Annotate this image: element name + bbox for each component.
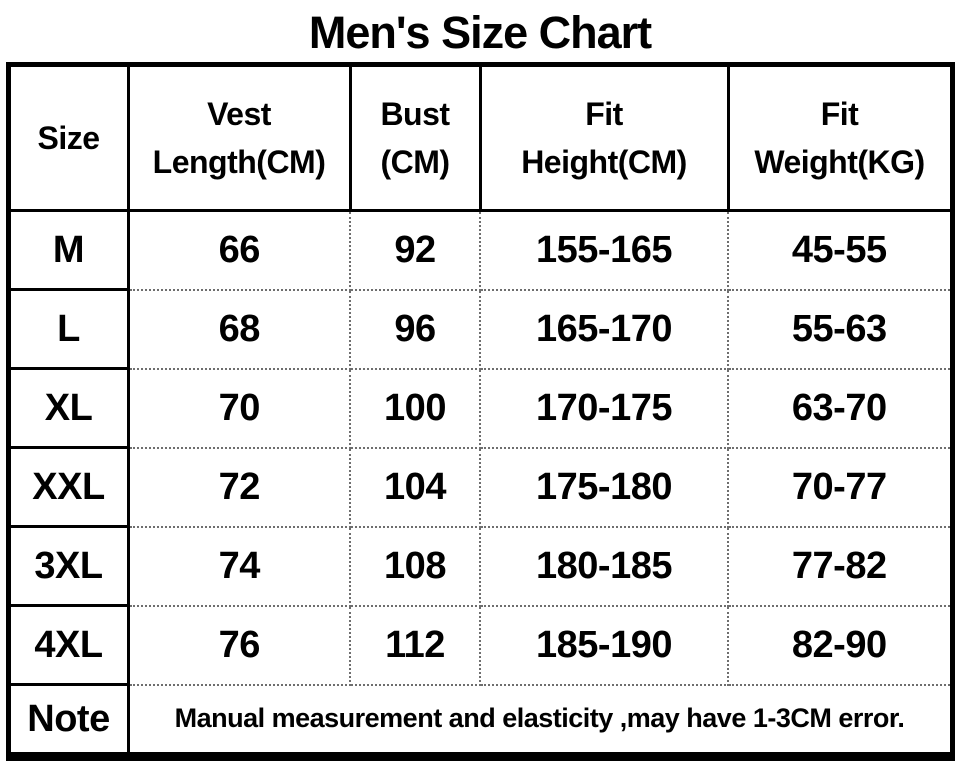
header-cell-vest-length: Vest Length(CM) bbox=[126, 63, 352, 212]
table-row: L 68 96 165-170 55-63 bbox=[6, 288, 953, 370]
header-label-bust-line1: Bust bbox=[380, 96, 450, 132]
vest-length-cell: 68 bbox=[127, 288, 351, 370]
size-cell: 4XL bbox=[6, 604, 130, 686]
header-cell-size: Size bbox=[6, 63, 130, 212]
vest-length-cell: 76 bbox=[127, 604, 351, 686]
fit-height-cell: 175-180 bbox=[479, 446, 729, 528]
table-row: XL 70 100 170-175 63-70 bbox=[6, 367, 953, 449]
bust-cell: 104 bbox=[349, 446, 481, 528]
bust-cell: 112 bbox=[349, 604, 481, 686]
size-cell: XXL bbox=[6, 446, 130, 528]
bust-cell: 100 bbox=[349, 367, 481, 449]
bust-cell: 96 bbox=[349, 288, 481, 370]
size-cell: M bbox=[6, 209, 130, 291]
vest-length-cell: 70 bbox=[127, 367, 351, 449]
header-label-vest-line2: Length(CM) bbox=[152, 144, 326, 180]
fit-weight-cell: 55-63 bbox=[727, 288, 953, 370]
fit-weight-cell: 82-90 bbox=[727, 604, 953, 686]
size-cell: L bbox=[6, 288, 130, 370]
fit-height-cell: 170-175 bbox=[479, 367, 729, 449]
bust-cell: 108 bbox=[349, 525, 481, 607]
table-header-row: Size Vest Length(CM) Bust (CM) Fit Heigh… bbox=[6, 63, 954, 212]
vest-length-cell: 74 bbox=[127, 525, 351, 607]
header-cell-bust: Bust (CM) bbox=[348, 63, 482, 212]
vest-length-cell: 66 bbox=[127, 209, 351, 291]
table-row: M 66 92 155-165 45-55 bbox=[6, 209, 953, 291]
header-label-fit-weight-line2: Weight(KG) bbox=[754, 144, 925, 180]
header-label-fit-weight-line1: Fit bbox=[820, 96, 859, 132]
fit-height-cell: 165-170 bbox=[479, 288, 729, 370]
size-cell: 3XL bbox=[6, 525, 130, 607]
table-row: 4XL 76 112 185-190 82-90 bbox=[6, 604, 953, 686]
header-cell-fit-weight: Fit Weight(KG) bbox=[726, 63, 954, 212]
header-label-vest-line1: Vest bbox=[207, 96, 271, 132]
header-cell-fit-height: Fit Height(CM) bbox=[478, 63, 730, 212]
header-label-bust-line2: (CM) bbox=[380, 144, 450, 180]
fit-weight-cell: 70-77 bbox=[727, 446, 953, 528]
header-label-size: Size bbox=[37, 120, 100, 156]
fit-height-cell: 155-165 bbox=[479, 209, 729, 291]
bust-cell: 92 bbox=[349, 209, 481, 291]
page-title: Men's Size Chart bbox=[308, 7, 652, 58]
vest-length-cell: 72 bbox=[127, 446, 351, 528]
fit-weight-cell: 77-82 bbox=[727, 525, 953, 607]
fit-weight-cell: 63-70 bbox=[727, 367, 953, 449]
fit-height-cell: 180-185 bbox=[479, 525, 729, 607]
table-row: 3XL 74 108 180-185 77-82 bbox=[6, 525, 953, 607]
header-label-fit-height-line2: Height(CM) bbox=[521, 144, 687, 180]
fit-weight-cell: 45-55 bbox=[727, 209, 953, 291]
header-label-fit-height-line1: Fit bbox=[585, 96, 623, 132]
fit-height-cell: 185-190 bbox=[479, 604, 729, 686]
table-row: XXL 72 104 175-180 70-77 bbox=[6, 446, 953, 528]
note-row: Note Manual measurement and elasticity ,… bbox=[6, 683, 953, 758]
note-label-cell: Note bbox=[6, 683, 130, 758]
size-chart-table: Size Vest Length(CM) Bust (CM) Fit Heigh… bbox=[5, 62, 955, 761]
note-text-cell: Manual measurement and elasticity ,may h… bbox=[127, 683, 953, 758]
size-cell: XL bbox=[6, 367, 130, 449]
